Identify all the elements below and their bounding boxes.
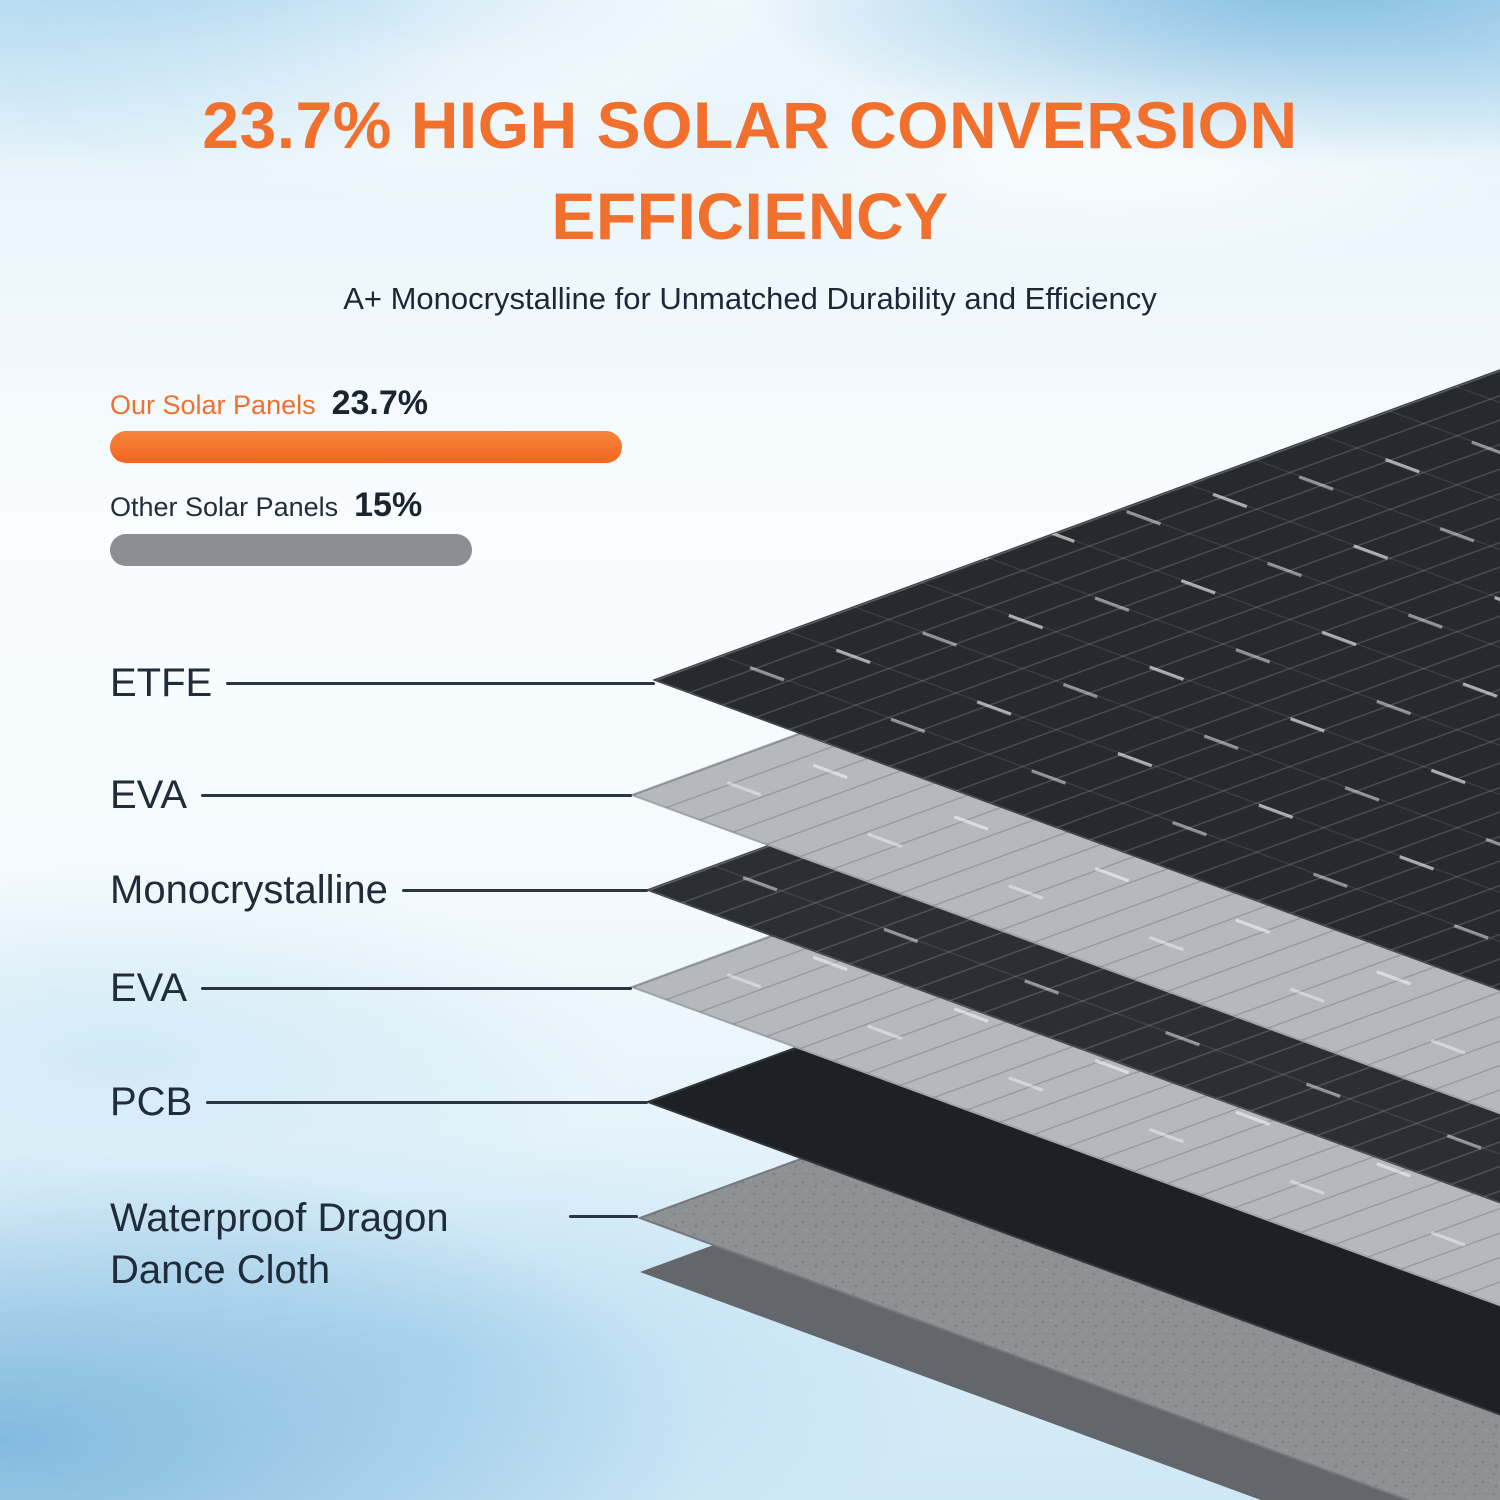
- layer-label-cloth-text: Waterproof Dragon Dance Cloth: [110, 1196, 449, 1292]
- page-subtitle: A+ Monocrystalline for Unmatched Durabil…: [343, 281, 1157, 316]
- callout-line: [401, 888, 648, 892]
- layer-label-eva-bottom: EVA: [110, 962, 632, 1014]
- layer-label-monocrystalline: Monocrystalline: [110, 864, 648, 916]
- our-panels-row: Our Solar Panels 23.7%: [110, 384, 428, 423]
- page-title-line2: EFFICIENCY: [551, 179, 949, 254]
- other-panels-bar: [110, 534, 472, 566]
- callout-line: [201, 986, 632, 990]
- layer-label-etfe-text: ETFE: [110, 661, 213, 705]
- layer-label-eva-top-text: EVA: [110, 773, 188, 817]
- callout-line: [569, 1215, 638, 1218]
- callout-line: [201, 793, 632, 797]
- other-panels-value: 15%: [354, 486, 423, 524]
- layer-label-etfe: ETFE: [110, 657, 655, 709]
- other-panels-row: Other Solar Panels 15%: [110, 486, 422, 525]
- layer-label-eva-bottom-text: EVA: [110, 966, 188, 1010]
- layer-label-cloth: Waterproof Dragon Dance Cloth: [110, 1192, 638, 1296]
- our-panels-label: Our Solar Panels: [110, 390, 316, 420]
- page-title: 23.7% HIGH SOLAR CONVERSION EFFICIENCY: [0, 80, 1500, 262]
- our-panels-bar: [110, 431, 622, 463]
- callout-line: [226, 681, 655, 685]
- page-title-line1: 23.7% HIGH SOLAR CONVERSION: [202, 88, 1298, 162]
- layer-label-pcb-text: PCB: [110, 1080, 193, 1124]
- layer-label-monocrystalline-text: Monocrystalline: [110, 868, 388, 912]
- other-panels-label: Other Solar Panels: [110, 492, 339, 522]
- our-panels-value: 23.7%: [331, 384, 429, 422]
- layer-label-eva-top: EVA: [110, 769, 632, 821]
- callout-line: [206, 1100, 648, 1104]
- layer-label-pcb: PCB: [110, 1076, 648, 1128]
